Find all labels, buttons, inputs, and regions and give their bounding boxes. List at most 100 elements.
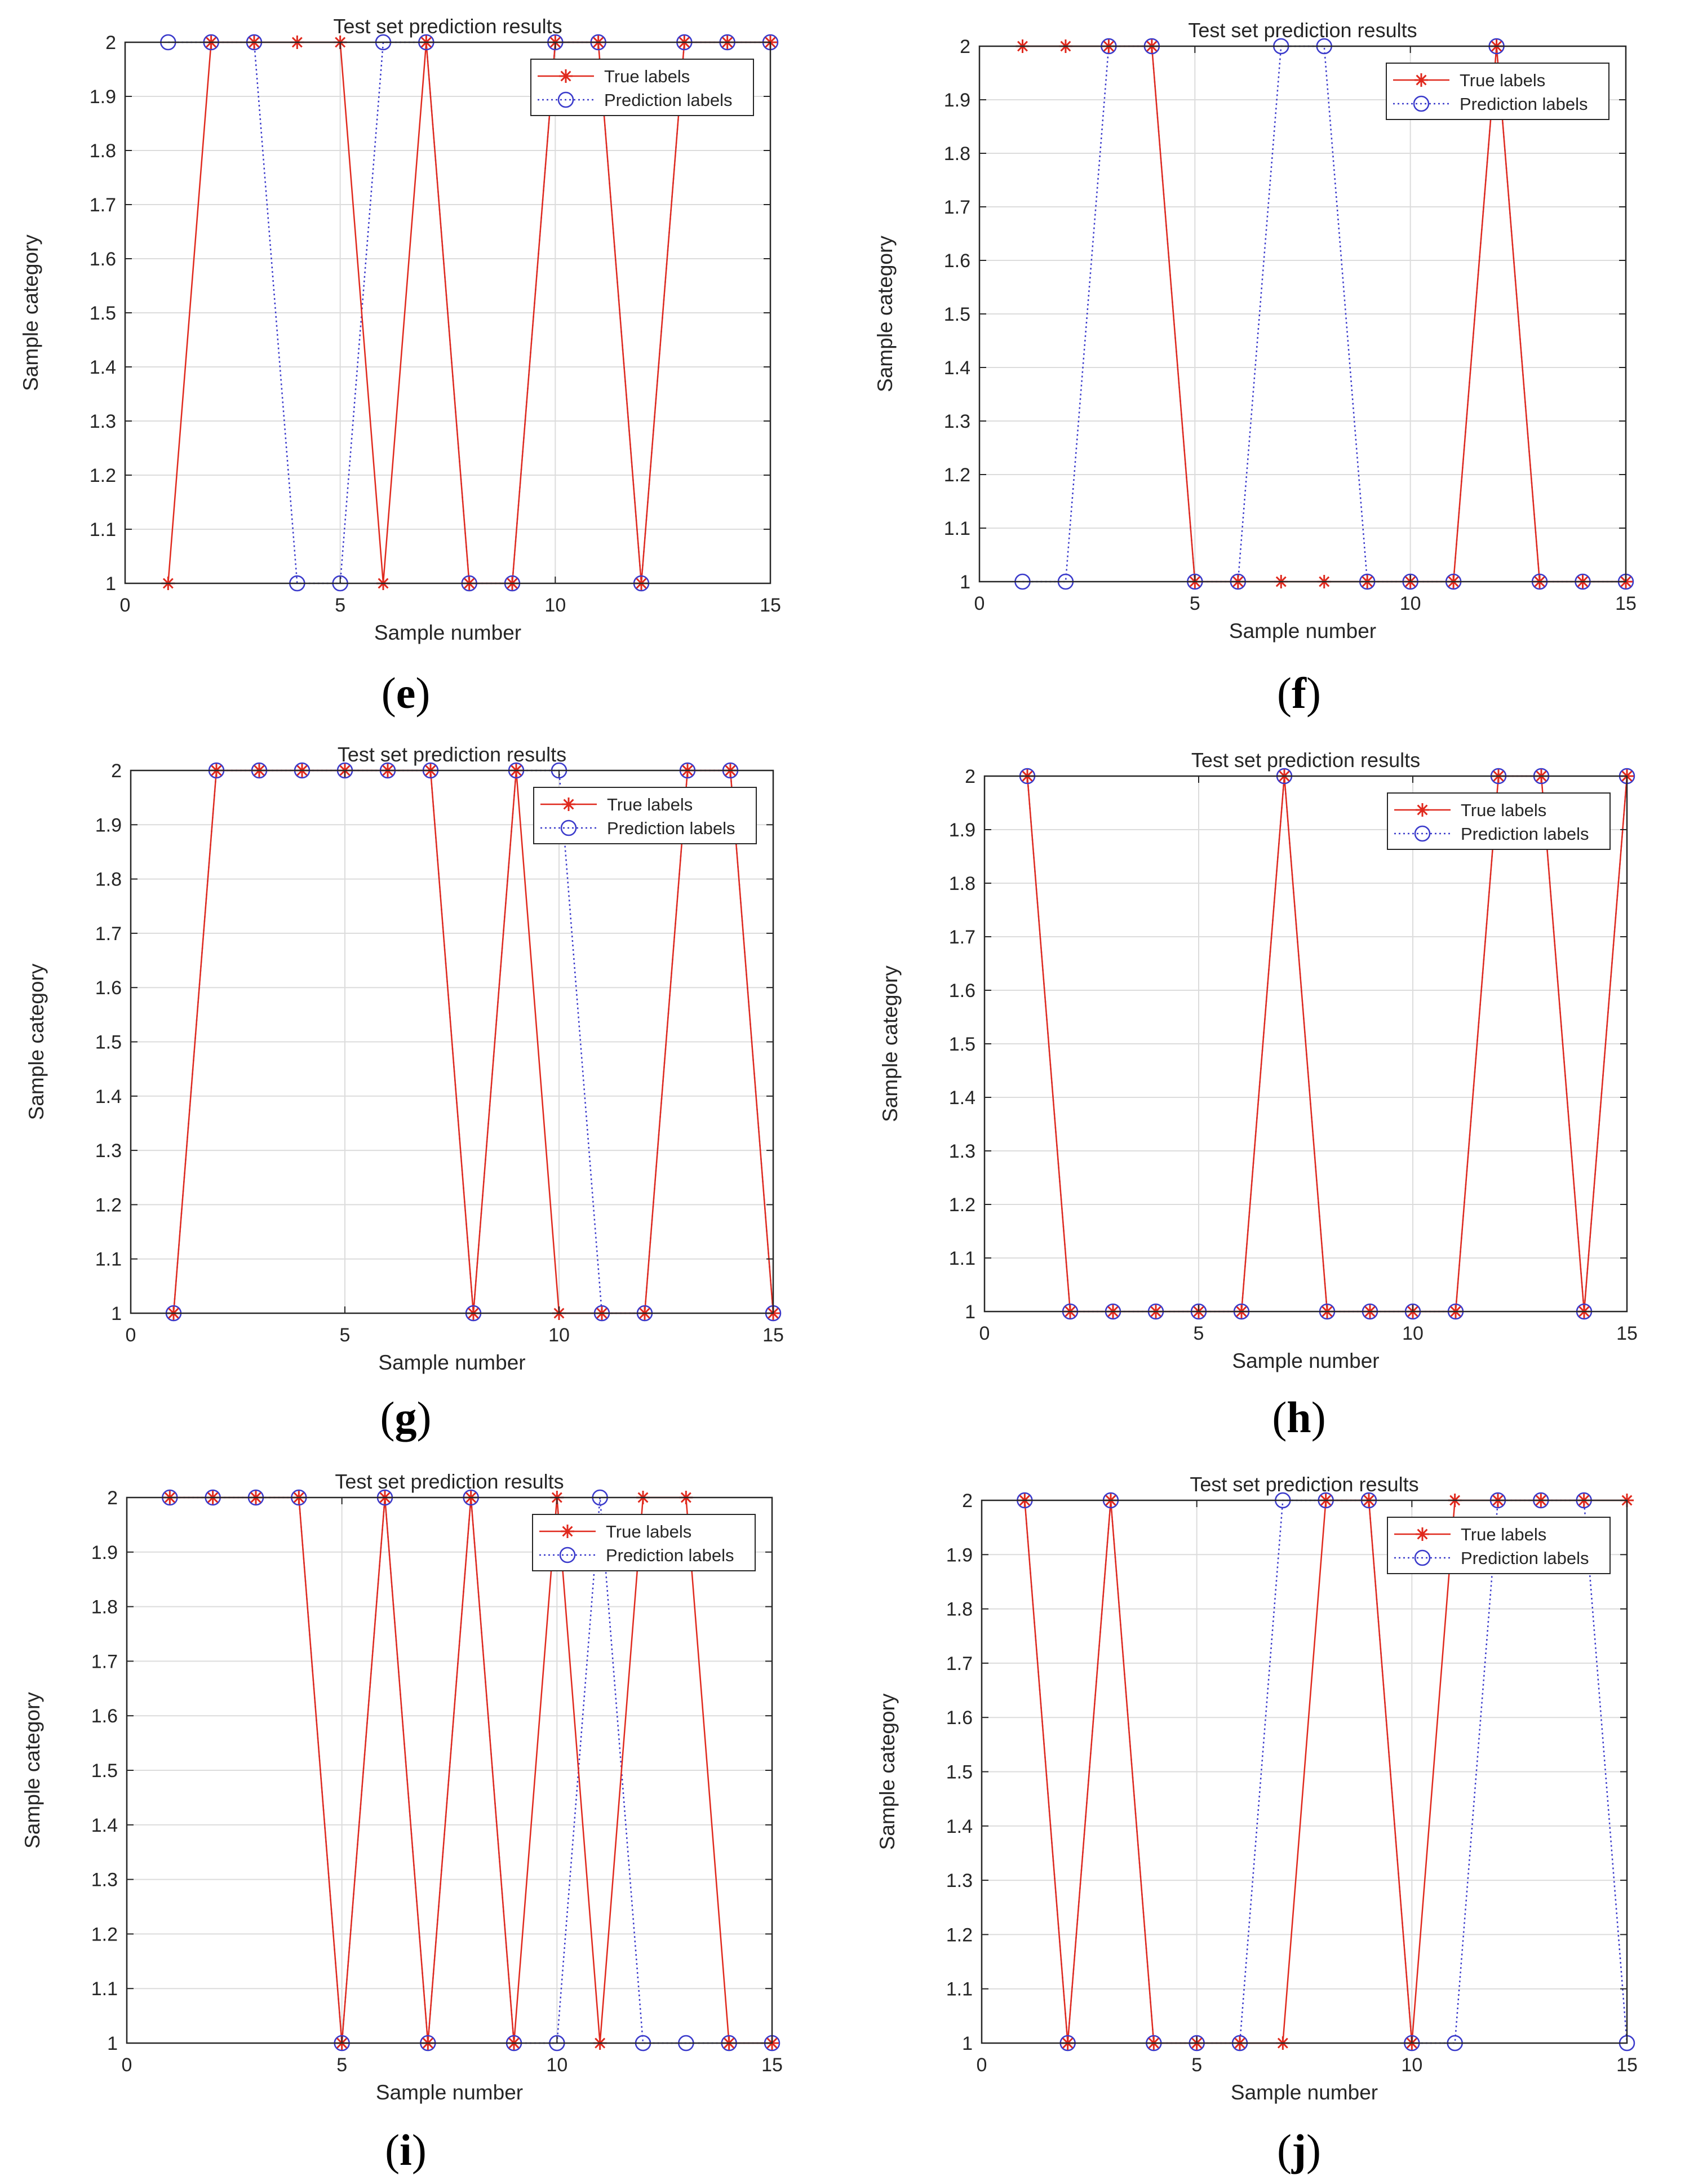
x-tick-label: 15	[1615, 593, 1637, 614]
y-axis-label: Sample category	[21, 1692, 44, 1849]
legend-label-true: True labels	[1461, 1525, 1546, 1544]
y-tick-label: 1.6	[944, 250, 970, 272]
legend: True labels Prediction labels	[1386, 63, 1609, 120]
legend-label-true: True labels	[607, 795, 693, 814]
x-tick-label: 10	[544, 595, 566, 616]
y-tick-label: 1.4	[949, 1087, 975, 1109]
y-tick-label: 2	[962, 1490, 973, 1512]
x-tick-label: 5	[1191, 2054, 1202, 2076]
caption-f: (f)	[1277, 668, 1321, 717]
y-tick-label: 1.2	[944, 464, 970, 486]
y-tick-label: 1.8	[944, 143, 970, 165]
y-tick-label: 1.9	[946, 1544, 973, 1566]
y-tick-label: 1.5	[90, 303, 116, 324]
x-axis-label: Sample number	[376, 2081, 523, 2104]
chart-panel-i: 0 5 10 15 1 1.1 1.2 1.3 1.4 1.5 1.6 1.7 1.8 1.9 2 Test …	[0, 1454, 842, 2184]
chart-f-svg: 0 5 10 15 1 1.1 1.2 1.3 1.4 1.5 1.6 1.7 1.8 1.9 2 Test …	[873, 19, 1637, 643]
legend-label-prediction: Prediction labels	[606, 1545, 734, 1565]
y-tick-label: 1.6	[90, 249, 116, 270]
y-tick-label: 1.3	[944, 411, 970, 432]
y-tick-label: 2	[107, 1487, 118, 1509]
x-tick-label: 0	[122, 2054, 132, 2076]
legend-marker-prediction	[1413, 95, 1430, 112]
legend-label-true: True labels	[1460, 70, 1545, 90]
legend: True labels Prediction labels	[532, 1514, 756, 1571]
y-tick-label: 1.3	[91, 1870, 118, 1891]
caption-i: (i)	[385, 2125, 427, 2174]
chart-title: Test set prediction results	[333, 15, 562, 38]
x-axis-label: Sample number	[1231, 2081, 1378, 2104]
y-axis-label: Sample category	[25, 963, 48, 1120]
y-tick-label: 1.6	[95, 977, 122, 999]
x-tick-label: 15	[760, 595, 781, 616]
x-axis-label: Sample number	[374, 621, 521, 644]
chart-title: Test set prediction results	[1191, 748, 1420, 772]
x-tick-label: 15	[762, 1324, 784, 1346]
y-tick-label: 1	[962, 2033, 973, 2054]
legend-marker-prediction	[1414, 825, 1431, 842]
chart-panel-g: 0 5 10 15 1 1.1 1.2 1.3 1.4 1.5 1.6 1.7 1.8 1.9 2 Test …	[0, 727, 842, 1454]
y-axis-label: Sample category	[876, 1693, 899, 1850]
y-tick-label: 1.4	[91, 1815, 118, 1836]
y-tick-label: 1.4	[95, 1086, 122, 1107]
chart-title: Test set prediction results	[1190, 1473, 1418, 1496]
legend: True labels Prediction labels	[533, 787, 757, 844]
legend-label-prediction: Prediction labels	[607, 818, 735, 838]
legend-marker-true	[561, 1525, 574, 1538]
y-tick-label: 1.6	[91, 1705, 118, 1727]
legend-marker-prediction	[1414, 1549, 1431, 1566]
y-tick-label: 1.4	[944, 357, 970, 379]
y-tick-label: 1.6	[946, 1707, 973, 1729]
y-tick-label: 1.8	[949, 873, 975, 894]
chart-e-svg: 0 5 10 15 1 1.1 1.2 1.3 1.4 1.5 1.6 1.7 1.8 1.9 2 Test …	[19, 15, 781, 644]
y-tick-label: 1.5	[946, 1762, 973, 1783]
y-tick-label: 1	[960, 572, 970, 593]
x-tick-label: 5	[340, 1324, 351, 1346]
chart-title: Test set prediction results	[335, 1470, 564, 1493]
y-tick-label: 1.4	[90, 357, 116, 378]
y-tick-label: 1.3	[946, 1870, 973, 1891]
legend-marker-true	[559, 69, 573, 83]
legend-marker-true	[1416, 1527, 1429, 1541]
x-tick-label: 5	[336, 2054, 347, 2076]
y-tick-label: 1.8	[946, 1599, 973, 1620]
chart-title: Test set prediction results	[338, 743, 566, 766]
x-tick-label: 0	[126, 1324, 136, 1346]
x-tick-label: 0	[979, 1323, 990, 1344]
x-tick-label: 10	[1402, 1323, 1424, 1344]
legend: True labels Prediction labels	[530, 59, 754, 116]
chart-panel-e: 0 5 10 15 1 1.1 1.2 1.3 1.4 1.5 1.6 1.7 1.8 1.9 2 Test …	[0, 0, 842, 727]
x-axis-label: Sample number	[378, 1351, 525, 1374]
x-tick-label: 0	[974, 593, 985, 614]
chart-h-svg: 0 5 10 15 1 1.1 1.2 1.3 1.4 1.5 1.6 1.7 1.8 1.9 2 Test …	[879, 748, 1638, 1372]
y-tick-label: 1.9	[90, 86, 116, 108]
x-tick-label: 15	[761, 2054, 783, 2076]
legend-marker-true	[1416, 803, 1429, 817]
y-tick-label: 1.2	[91, 1924, 118, 1945]
legend-label-prediction: Prediction labels	[1461, 1548, 1589, 1568]
y-tick-label: 1.2	[949, 1194, 975, 1216]
y-tick-label: 1.5	[95, 1032, 122, 1053]
y-tick-label: 1	[105, 573, 116, 595]
x-tick-label: 5	[335, 595, 345, 616]
caption-g: (g)	[380, 1393, 432, 1442]
y-tick-label: 1.3	[949, 1141, 975, 1162]
y-tick-label: 1.1	[95, 1249, 122, 1270]
y-tick-label: 1.9	[949, 819, 975, 841]
y-tick-label: 1.3	[95, 1140, 122, 1162]
legend-marker-true	[1414, 73, 1428, 87]
y-tick-label: 1	[107, 2033, 118, 2054]
legend-label-true: True labels	[1461, 800, 1546, 820]
y-tick-label: 1.2	[946, 1924, 973, 1946]
y-tick-label: 1.7	[95, 923, 122, 945]
x-tick-label: 5	[1194, 1323, 1204, 1344]
legend: True labels Prediction labels	[1387, 792, 1611, 850]
y-tick-label: 1.2	[95, 1194, 122, 1216]
legend: True labels Prediction labels	[1387, 1517, 1611, 1574]
y-tick-label: 2	[105, 32, 116, 54]
y-tick-label: 1.7	[949, 927, 975, 948]
x-tick-label: 10	[1401, 2054, 1422, 2076]
legend-label-prediction: Prediction labels	[1460, 94, 1588, 114]
chart-title: Test set prediction results	[1188, 19, 1417, 42]
